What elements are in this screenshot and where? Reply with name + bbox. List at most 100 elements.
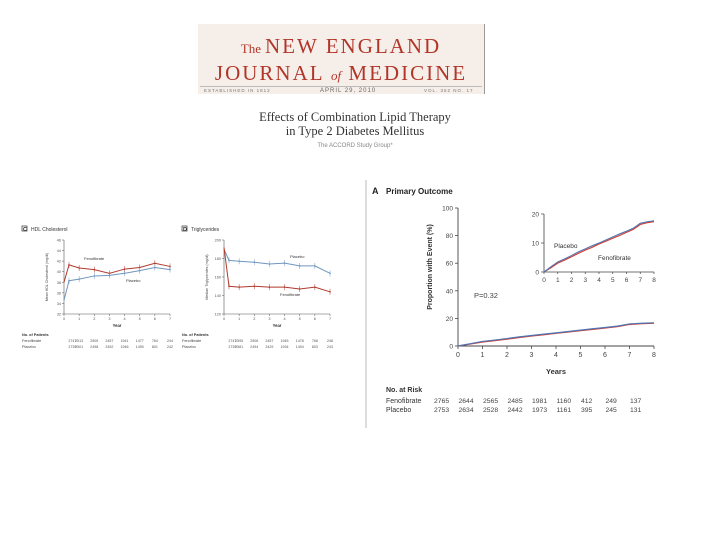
- inset-x-tick-label: 6: [625, 277, 629, 284]
- risk-cell: 801: [152, 345, 158, 349]
- series-point-fenofibrate: [314, 286, 316, 288]
- inset-x-tick-label: 7: [638, 277, 642, 284]
- series-label-placebo: Placebo: [290, 254, 305, 259]
- series-point-placebo: [283, 262, 286, 264]
- inset-x-tick-label: 4: [597, 277, 601, 284]
- risk-row-label-placebo: Placebo: [22, 345, 36, 349]
- masthead-name-line1: NEW ENGLAND: [265, 34, 442, 58]
- inset-x-tick-label: 2: [570, 277, 574, 284]
- risk-cell: 2581: [235, 345, 243, 349]
- risk-cell: 1945: [281, 339, 289, 343]
- series-line-placebo: [457, 322, 655, 347]
- panel-c-y-tick-label: 46: [57, 239, 61, 243]
- series-point-fenofibrate: [268, 286, 271, 288]
- series-point-fenofibrate: [138, 266, 141, 269]
- panel-a-y-tick-label: 40: [446, 288, 454, 295]
- risk-cell: 244: [167, 339, 173, 343]
- panel-d-y-tick-label: 160: [215, 276, 221, 280]
- risk-cell: 1934: [281, 345, 289, 349]
- article-title: Effects of Combination Lipid Therapy in …: [230, 110, 480, 138]
- inset-y-tick-label: 10: [532, 241, 540, 248]
- risk-cell: 412: [581, 398, 593, 405]
- panel-d-x-tick-label: 4: [284, 317, 286, 321]
- risk-cell: 245: [606, 407, 618, 414]
- masthead-rule: [200, 86, 482, 87]
- panel-a-x-tick-label: 7: [628, 352, 632, 359]
- panel-d-x-tick-label: 3: [268, 317, 270, 321]
- series-label-fenofibrate: Fenofibrate: [84, 256, 105, 261]
- panel-c-x-tick-label: 2: [93, 317, 95, 321]
- inset-x-tick-label: 3: [583, 277, 587, 284]
- panel-c-y-label: Mean HDL Cholesterol (mg/dl): [45, 253, 49, 301]
- series-point-placebo: [268, 263, 271, 265]
- panel-d-x-tick-label: 7: [329, 317, 331, 321]
- panel-c-x-tick-label: 0: [63, 317, 65, 321]
- panel-a-x-tick-label: 3: [530, 352, 534, 359]
- risk-cell: 131: [630, 407, 642, 414]
- risk-table-heading: No. of Patients: [22, 333, 49, 337]
- series-point-fenofibrate: [298, 288, 301, 290]
- panel-c-y-tick-label: 32: [57, 313, 61, 317]
- panel-a-x-tick-label: 5: [579, 352, 583, 359]
- series-line-placebo: [63, 266, 171, 301]
- masthead-of: of: [331, 68, 342, 83]
- panel-d-y-tick-label: 120: [215, 313, 221, 317]
- panel-a-y-tick-label: 60: [446, 261, 454, 268]
- inset-y-tick-label: 20: [532, 212, 540, 219]
- series-point-placebo: [228, 259, 230, 262]
- series-line-fenofibrate: [223, 247, 331, 293]
- panel-c-x-tick-label: 6: [154, 317, 156, 321]
- panel-c-x-tick-label: 4: [124, 317, 126, 321]
- risk-cell: 248: [327, 339, 333, 343]
- risk-cell: 1941: [121, 339, 129, 343]
- risk-cell: 2595: [235, 339, 243, 343]
- risk-cell: 1494: [296, 345, 304, 349]
- risk-cell: 1981: [532, 398, 547, 405]
- series-point-placebo: [93, 275, 96, 277]
- risk-cell: 2565: [483, 398, 498, 405]
- risk-cell: 803: [312, 345, 318, 349]
- series-label-fenofibrate: Fenofibrate: [280, 292, 301, 297]
- panel-c-y-tick-label: 40: [57, 270, 61, 274]
- panel-d-x-tick-label: 2: [253, 317, 255, 321]
- series-point-fenofibrate: [123, 268, 126, 270]
- risk-cell: 137: [630, 398, 642, 405]
- panel-d-x-tick-label: 6: [314, 317, 316, 321]
- panel-c-letter: C: [23, 227, 27, 233]
- risk-cell: 242: [167, 345, 173, 349]
- panel-a-x-tick-label: 8: [652, 352, 656, 359]
- risk-cell: 1490: [136, 345, 144, 349]
- panel-d-letter: D: [183, 227, 187, 233]
- panel-c-x-tick-label: 3: [108, 317, 110, 321]
- risk-cell: 2747: [228, 339, 236, 343]
- series-point-placebo: [329, 272, 331, 275]
- series-point-placebo: [298, 265, 301, 267]
- panel-d-y-tick-label: 140: [215, 294, 221, 298]
- series-point-fenofibrate: [228, 285, 230, 288]
- inset-series-line-fenofibrate: [543, 221, 655, 273]
- panel-d-x-tick-label: 1: [238, 317, 240, 321]
- inset-series-line-placebo: [543, 220, 655, 273]
- risk-cell: 2753: [434, 407, 449, 414]
- panel-c-title: HDL Cholesterol: [31, 227, 68, 233]
- article-byline: The ACCORD Study Group*: [317, 143, 393, 149]
- series-point-placebo: [154, 266, 156, 269]
- panel-a-x-tick-label: 1: [481, 352, 485, 359]
- series-point-fenofibrate: [169, 265, 171, 268]
- masthead-established: ESTABLISHED IN 1812: [204, 88, 271, 93]
- risk-cell: 1477: [136, 339, 144, 343]
- panel-d-x-tick-label: 0: [223, 317, 225, 321]
- panel-a-x-tick-label: 6: [603, 352, 607, 359]
- series-point-placebo: [78, 278, 80, 280]
- risk-cell: 2457: [105, 339, 113, 343]
- panel-d-y-tick-label: 180: [215, 257, 221, 261]
- panel-c-y-tick-label: 44: [57, 249, 61, 253]
- panel-a-y-tick-label: 0: [449, 344, 453, 351]
- article-title-line1: Effects of Combination Lipid Therapy: [259, 110, 451, 124]
- risk-cell: 2505: [90, 339, 98, 343]
- inset-label-placebo: Placebo: [554, 243, 578, 250]
- series-line-fenofibrate: [457, 322, 655, 347]
- series-point-placebo: [169, 268, 171, 271]
- series-point-fenofibrate: [78, 267, 80, 269]
